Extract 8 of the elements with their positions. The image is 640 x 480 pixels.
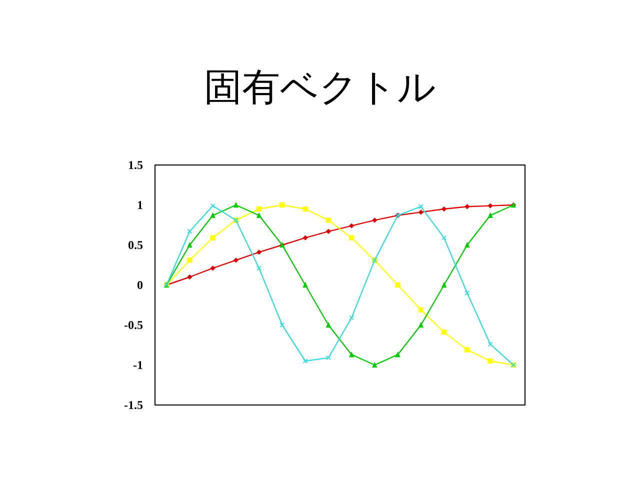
- y-tick-label: 0.5: [128, 238, 143, 252]
- chart-title: 固有ベクトル: [204, 65, 436, 109]
- y-tick-label: -0.5: [124, 318, 143, 332]
- y-tick-label: 1: [137, 198, 143, 212]
- y-tick-label: -1.5: [124, 398, 143, 412]
- y-tick-label: 0: [137, 278, 143, 292]
- y-tick-label: -1: [133, 358, 143, 372]
- y-tick-label: 1.5: [128, 158, 143, 172]
